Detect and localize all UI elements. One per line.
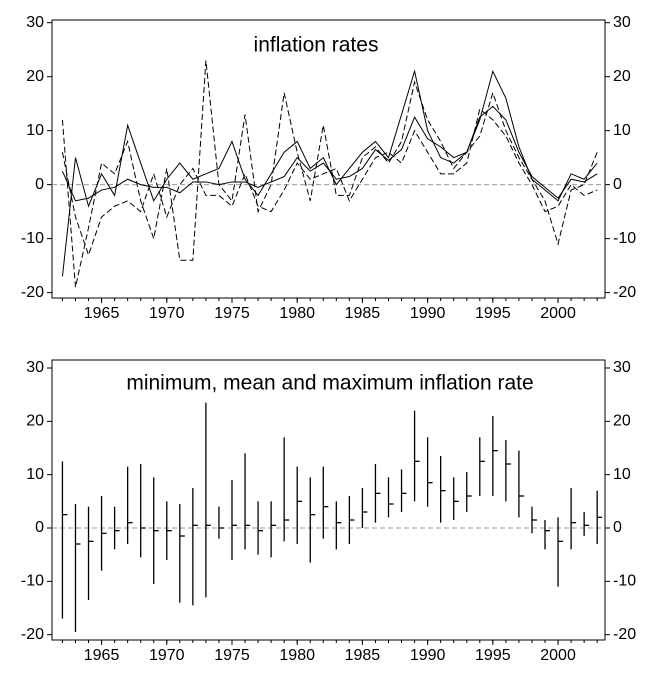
- y-tick-label: 30: [26, 14, 44, 31]
- series-line: [61, 69, 598, 277]
- y2-tick-label: -10: [613, 573, 636, 590]
- plot-frame: [51, 359, 606, 641]
- y2-tick-label: 30: [613, 359, 631, 376]
- title-bg: [251, 33, 381, 57]
- series-line: [61, 105, 598, 202]
- x-tick-label: 1990: [410, 647, 446, 664]
- y2-tick-label: 30: [613, 14, 631, 31]
- x-tick-label: 1970: [149, 305, 185, 322]
- series-line: [61, 60, 598, 288]
- y-tick-label: -20: [21, 626, 44, 643]
- y-tick-label: -10: [21, 230, 44, 247]
- x-tick-label: 1980: [279, 305, 315, 322]
- y-tick-label: 0: [35, 176, 44, 193]
- x-tick-label: 1970: [149, 647, 185, 664]
- x-tick-label: 1995: [475, 647, 511, 664]
- series-line: [61, 108, 598, 257]
- y2-tick-label: 10: [613, 466, 631, 483]
- y2-tick-label: 20: [613, 413, 631, 430]
- x-tick-label: 1985: [345, 305, 381, 322]
- x-tick-label: 1985: [345, 647, 381, 664]
- y-tick-label: 20: [26, 413, 44, 430]
- y-tick-label: 20: [26, 68, 44, 85]
- x-tick-label: 1980: [279, 647, 315, 664]
- chart-title: minimum, mean and maximum inflation rate: [126, 372, 533, 395]
- y-tick-label: 30: [26, 359, 44, 376]
- y-tick-label: 10: [26, 122, 44, 139]
- y-tick-label: -10: [21, 573, 44, 590]
- x-tick-label: 2000: [540, 305, 576, 322]
- y2-tick-label: -20: [613, 284, 636, 301]
- y2-tick-label: 10: [613, 122, 631, 139]
- y-tick-label: -20: [21, 284, 44, 301]
- chart-title: inflation rates: [254, 34, 379, 57]
- plot-frame: [51, 19, 606, 299]
- x-tick-label: 1965: [84, 305, 120, 322]
- x-tick-label: 1990: [410, 305, 446, 322]
- y2-tick-label: 0: [613, 519, 622, 536]
- y2-tick-label: 0: [613, 176, 622, 193]
- x-tick-label: 1975: [214, 647, 250, 664]
- y2-tick-label: 20: [613, 68, 631, 85]
- title-bg: [124, 371, 536, 395]
- y-tick-label: 0: [35, 519, 44, 536]
- x-tick-label: 1975: [214, 305, 250, 322]
- x-tick-label: 1995: [475, 305, 511, 322]
- x-tick-label: 2000: [540, 647, 576, 664]
- y2-tick-label: -20: [613, 626, 636, 643]
- y-tick-label: 10: [26, 466, 44, 483]
- x-tick-label: 1965: [84, 647, 120, 664]
- y2-tick-label: -10: [613, 230, 636, 247]
